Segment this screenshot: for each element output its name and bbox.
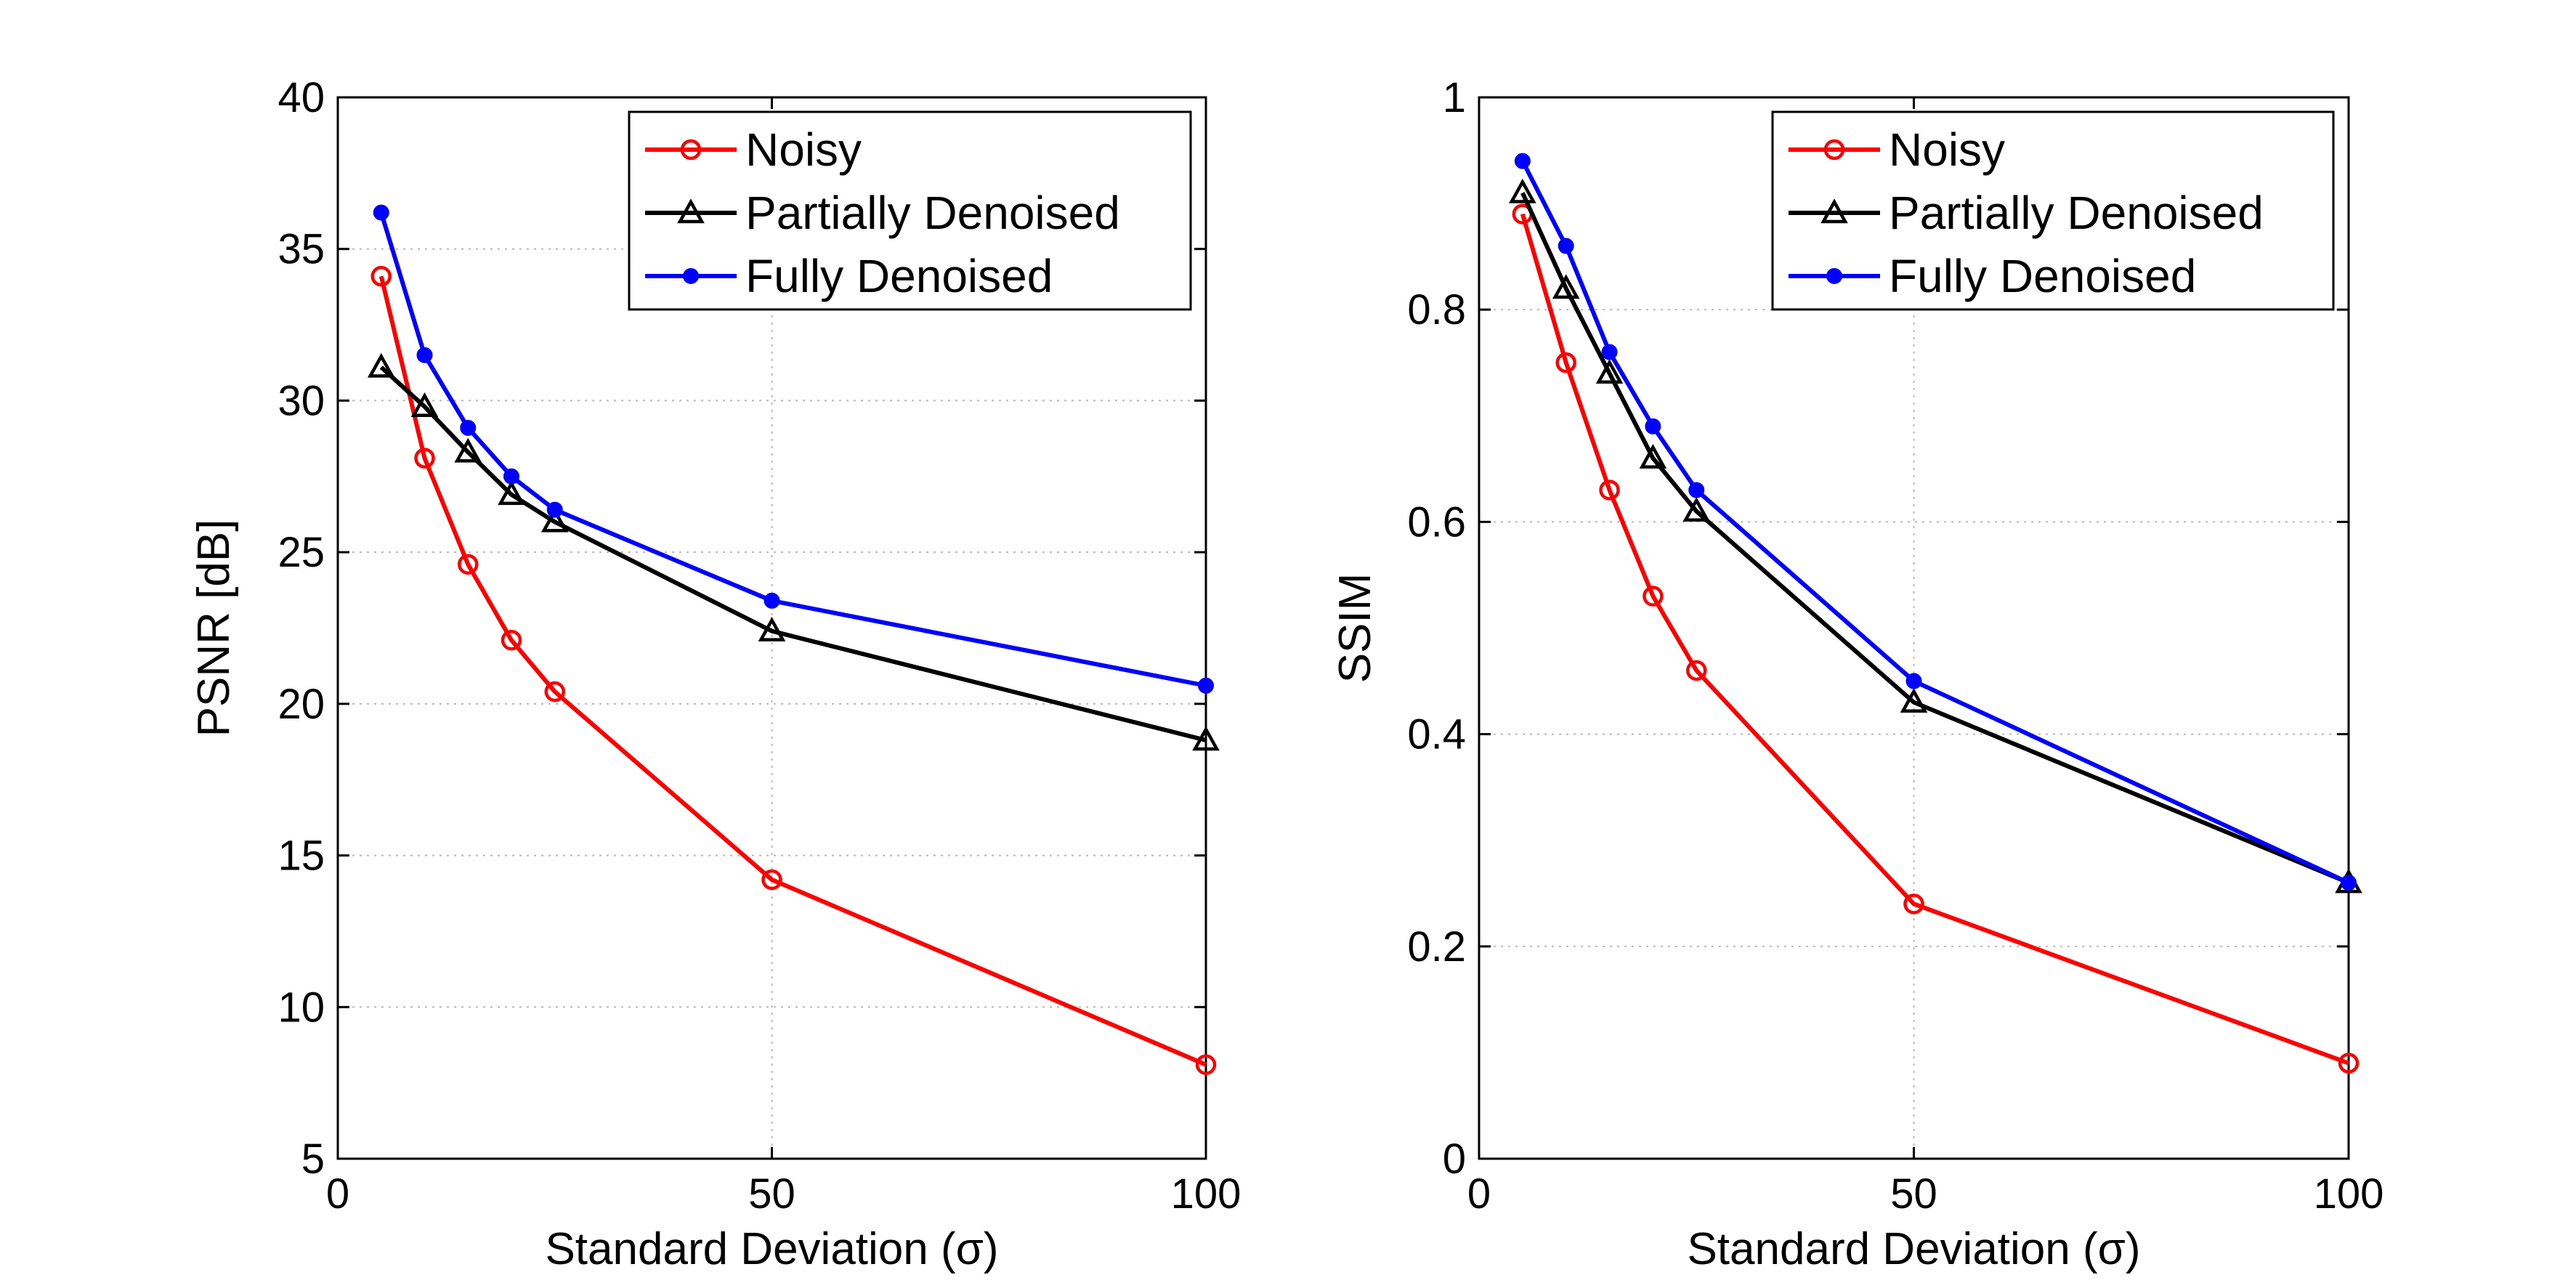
ssim-legend-label-noisy: Noisy [1889, 123, 2005, 176]
psnr-y-tick-label: 25 [278, 529, 325, 576]
psnr-point-partially-denoised [367, 352, 395, 378]
psnr-point-partially-denoised [758, 617, 786, 641]
psnr-point-noisy [544, 681, 565, 702]
psnr-point-fully-denoised [503, 468, 519, 485]
ssim-y-tick-label: 0.2 [1407, 923, 1466, 971]
ssim-series-noisy [1512, 203, 2360, 1074]
ssim-chart: 0 50 100 0 0.2 0.4 0.6 0.8 1 Standard Deviation (… [1330, 74, 2383, 1274]
psnr-chart: 0 50 100 5 10 15 20 25 30 35 40 Standard Deviation … [189, 74, 1241, 1274]
psnr-y-tick-label: 10 [278, 984, 325, 1031]
psnr-point-fully-denoised [373, 204, 389, 221]
psnr-point-noisy [501, 629, 522, 651]
psnr-x-axis-title: Standard Deviation (σ) [545, 1224, 998, 1274]
ssim-point-fully-denoised [1558, 238, 1574, 254]
ssim-point-partially-denoised [1509, 178, 1536, 203]
psnr-y-tick-label: 5 [301, 1135, 325, 1183]
psnr-point-partially-denoised [454, 437, 482, 463]
psnr-y-tick-label: 30 [278, 377, 325, 424]
psnr-y-tick-label: 20 [278, 681, 325, 728]
ssim-series-partially-denoised [1509, 178, 2362, 894]
psnr-legend: Noisy Partially Denoised Fully Denoised [628, 110, 1192, 311]
psnr-legend-marker-fully-denoised [683, 268, 699, 284]
psnr-y-tick-label: 35 [278, 226, 325, 273]
psnr-legend-label-noisy: Noisy [745, 123, 862, 176]
ssim-y-tick-label: 0 [1443, 1135, 1466, 1183]
psnr-y-axis-title: PSNR [dB] [189, 519, 239, 737]
ssim-point-noisy [1903, 894, 1924, 915]
psnr-point-fully-denoised [764, 592, 780, 609]
ssim-line-partially-denoised [1520, 192, 2350, 885]
ssim-point-partially-denoised [1639, 444, 1667, 469]
ssim-legend-marker-partially-denoised [1820, 198, 1848, 224]
psnr-legend-label-partially-denoised: Partially Denoised [745, 187, 1120, 239]
ssim-y-tick-label: 1 [1443, 74, 1466, 121]
psnr-series-noisy [370, 266, 1217, 1075]
ssim-point-fully-denoised [1514, 153, 1531, 169]
psnr-legend-marker-noisy [680, 139, 702, 161]
psnr-x-tick-label: 50 [748, 1170, 795, 1218]
ssim-point-fully-denoised [1645, 418, 1661, 434]
ssim-x-tick-label: 50 [1890, 1170, 1937, 1218]
psnr-point-fully-denoised [416, 347, 433, 363]
ssim-legend-label-partially-denoised: Partially Denoised [1889, 187, 2264, 239]
psnr-point-noisy [414, 447, 435, 469]
psnr-point-noisy [370, 266, 392, 287]
ssim-legend-label-fully-denoised: Fully Denoised [1889, 250, 2196, 302]
ssim-y-tick-label: 0.4 [1407, 711, 1466, 758]
ssim-point-partially-denoised [1595, 359, 1624, 384]
psnr-line-noisy [378, 275, 1207, 1067]
psnr-legend-label-fully-denoised: Fully Denoised [745, 250, 1053, 302]
ssim-gridlines [1479, 97, 2349, 1159]
psnr-x-tick-label: 100 [1171, 1170, 1242, 1218]
psnr-point-partially-denoised [540, 507, 569, 532]
ssim-point-fully-denoised [2341, 875, 2357, 891]
ssim-y-tick-label: 0.6 [1407, 498, 1466, 546]
ssim-x-tick-label: 0 [1467, 1170, 1491, 1218]
ssim-point-fully-denoised [1601, 344, 1618, 360]
ssim-line-noisy [1520, 213, 2350, 1066]
ssim-legend-marker-noisy [1823, 139, 1845, 161]
psnr-point-partially-denoised [410, 392, 439, 418]
ssim-point-noisy [1643, 586, 1664, 607]
ssim-point-partially-denoised [1900, 688, 1928, 713]
psnr-point-partially-denoised [498, 480, 525, 506]
psnr-point-fully-denoised [1198, 677, 1214, 694]
psnr-series-fully-denoised [373, 204, 1214, 694]
psnr-line-partially-denoised [379, 365, 1207, 742]
psnr-point-partially-denoised [1192, 726, 1220, 751]
ssim-point-noisy [1555, 352, 1576, 373]
ssim-point-noisy [1686, 660, 1707, 681]
psnr-legend-marker-partially-denoised [677, 198, 705, 224]
ssim-y-tick-label: 0.8 [1407, 286, 1466, 333]
psnr-point-fully-denoised [460, 419, 477, 436]
ssim-legend: Noisy Partially Denoised Fully Denoised [1771, 110, 2335, 311]
psnr-y-tick-label: 15 [278, 833, 325, 880]
ssim-legend-marker-fully-denoised [1826, 268, 1842, 284]
psnr-gridlines [338, 97, 1206, 1159]
psnr-point-noisy [1195, 1054, 1217, 1075]
ssim-series-fully-denoised [1514, 153, 2357, 891]
ssim-point-fully-denoised [1688, 482, 1705, 498]
psnr-y-tick-label: 40 [278, 74, 325, 121]
ssim-point-partially-denoised [1682, 497, 1711, 522]
ssim-point-partially-denoised [1552, 274, 1580, 299]
psnr-point-noisy [458, 554, 479, 575]
psnr-x-tick-label: 0 [326, 1170, 349, 1218]
psnr-series-partially-denoised [367, 352, 1220, 751]
psnr-point-noisy [761, 869, 782, 891]
ssim-y-axis-title: SSIM [1330, 573, 1380, 684]
ssim-point-noisy [1599, 479, 1620, 501]
psnr-point-fully-denoised [546, 501, 563, 518]
ssim-x-axis-title: Standard Deviation (σ) [1687, 1224, 2140, 1274]
ssim-point-noisy [2338, 1053, 2360, 1074]
ssim-x-tick-label: 100 [2314, 1170, 2384, 1218]
ssim-point-fully-denoised [1905, 673, 1922, 689]
